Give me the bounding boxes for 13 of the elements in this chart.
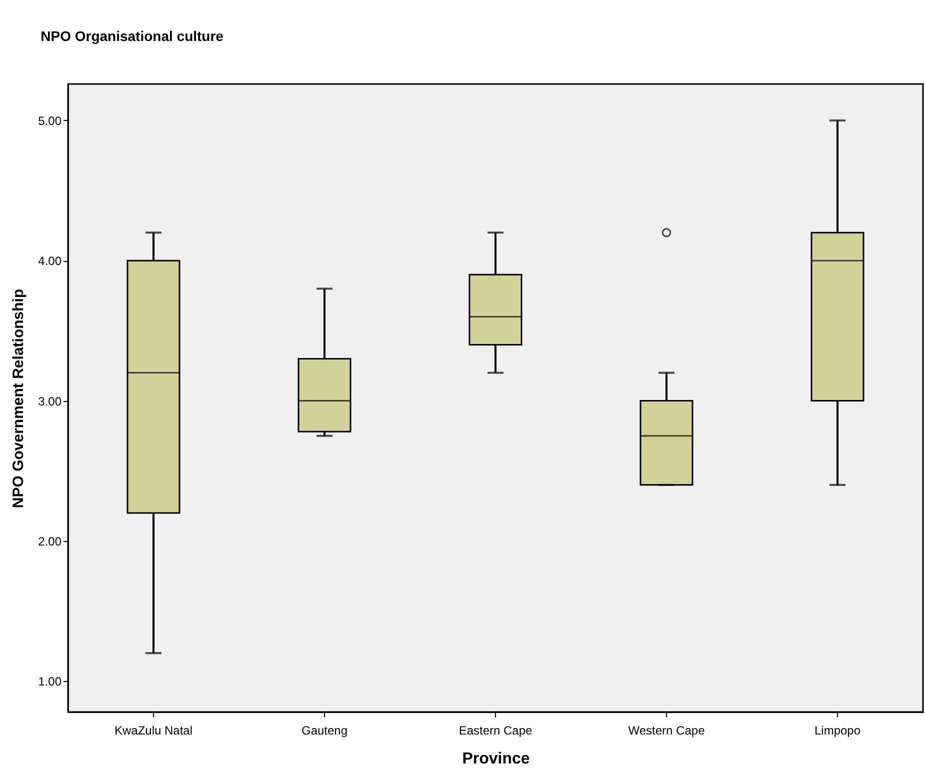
chart-title: NPO Organisational culture bbox=[40, 28, 224, 44]
y-tick-label: 2.00 bbox=[38, 534, 62, 548]
y-tick-label: 3.00 bbox=[38, 394, 62, 408]
x-tick-label: Limpopo bbox=[814, 724, 861, 738]
y-tick-label: 1.00 bbox=[38, 674, 62, 689]
y-tick-label: 5.00 bbox=[38, 114, 62, 128]
x-tick-label: KwaZulu Natal bbox=[114, 724, 193, 738]
x-axis-title: Province bbox=[462, 750, 530, 768]
x-tick-label: Eastern Cape bbox=[458, 724, 533, 738]
y-tick-label: 4.00 bbox=[38, 254, 62, 268]
x-tick-label: Gauteng bbox=[301, 724, 348, 738]
y-axis-title: NPO Government Relationship bbox=[10, 288, 28, 508]
x-tick-label: Western Cape bbox=[628, 724, 706, 738]
